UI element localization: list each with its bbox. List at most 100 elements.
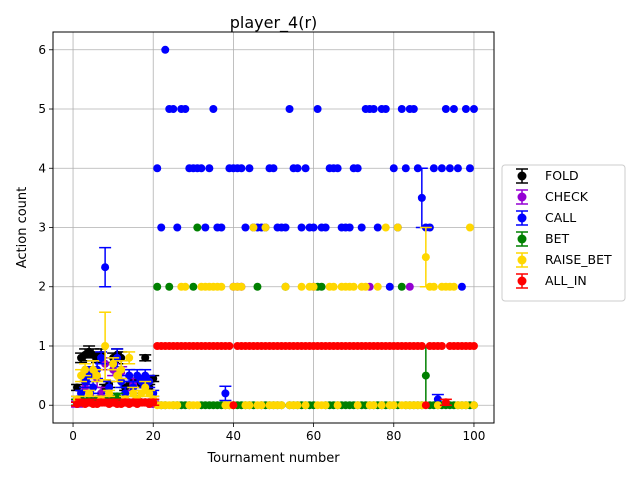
plot-marks	[71, 45, 478, 410]
data-point	[101, 263, 110, 272]
data-point	[281, 282, 290, 291]
legend-entry-bet: BET	[516, 231, 569, 247]
data-point	[141, 383, 150, 392]
legend-entry-call: CALL	[516, 210, 576, 226]
data-point	[437, 164, 446, 173]
data-point	[397, 105, 406, 114]
data-point	[437, 341, 446, 350]
data-point	[421, 401, 430, 410]
data-point	[441, 398, 450, 407]
data-point	[381, 223, 390, 232]
data-point	[261, 223, 270, 232]
data-point	[173, 401, 182, 410]
data-point	[449, 282, 458, 291]
data-point	[357, 223, 366, 232]
data-point	[165, 282, 174, 291]
data-point	[173, 223, 182, 232]
data-point	[73, 383, 82, 392]
data-point	[369, 401, 378, 410]
y-tick-label: 3	[38, 221, 46, 235]
data-point	[105, 383, 114, 392]
data-point	[241, 223, 250, 232]
data-point	[133, 371, 142, 380]
data-point	[141, 371, 150, 380]
data-point	[77, 371, 86, 380]
data-point	[193, 223, 202, 232]
data-point	[421, 371, 430, 380]
data-point	[101, 341, 110, 350]
data-point	[405, 282, 414, 291]
data-point	[421, 253, 430, 262]
legend-marker	[517, 234, 527, 244]
data-point	[277, 401, 286, 410]
y-tick-label: 1	[38, 339, 46, 353]
data-point	[201, 223, 210, 232]
data-point	[321, 223, 330, 232]
data-point	[333, 164, 342, 173]
data-point	[313, 105, 322, 114]
data-point	[433, 401, 442, 410]
axis-ticks: 0 20 40 60 80 100 0 1 2 3 4 5 6	[38, 43, 485, 443]
data-point	[301, 164, 310, 173]
data-point	[441, 105, 450, 114]
legend-box	[501, 164, 626, 302]
data-point	[97, 389, 106, 398]
data-point	[321, 401, 330, 410]
data-point	[113, 371, 122, 380]
data-point	[465, 223, 474, 232]
data-point	[429, 282, 438, 291]
data-point	[181, 105, 190, 114]
data-point	[445, 164, 454, 173]
y-tick-label: 0	[38, 398, 46, 412]
data-point	[433, 395, 442, 404]
data-point	[221, 389, 230, 398]
data-point	[93, 371, 102, 380]
data-point	[429, 164, 438, 173]
y-tick-label: 6	[38, 43, 46, 57]
data-point	[237, 164, 246, 173]
data-point	[197, 164, 206, 173]
data-point	[409, 105, 418, 114]
legend-label: CHECK	[545, 189, 589, 204]
data-point	[85, 389, 94, 398]
data-point	[469, 341, 478, 350]
data-point	[281, 223, 290, 232]
data-point	[285, 105, 294, 114]
legend-marker	[517, 171, 527, 181]
data-point	[161, 45, 170, 54]
data-point	[297, 223, 306, 232]
data-point	[461, 105, 470, 114]
legend-entry-all-in: ALL_IN	[516, 273, 587, 289]
data-point	[97, 353, 106, 362]
legend-label: RAISE_BET	[545, 252, 612, 267]
data-point	[301, 401, 310, 410]
data-point	[109, 359, 118, 368]
data-point	[377, 401, 386, 410]
data-point	[217, 282, 226, 291]
y-axis-label: Action count	[15, 187, 30, 269]
legend-label: BET	[545, 231, 569, 246]
data-point	[229, 401, 238, 410]
data-point	[153, 164, 162, 173]
data-point	[293, 164, 302, 173]
data-point	[129, 389, 138, 398]
data-point	[253, 282, 262, 291]
x-tick-label: 0	[69, 429, 77, 443]
data-point	[309, 223, 318, 232]
y-tick-label: 4	[38, 161, 46, 175]
data-point	[401, 164, 410, 173]
data-point	[217, 223, 226, 232]
data-point	[461, 401, 470, 410]
data-point	[137, 389, 146, 398]
data-point	[125, 353, 134, 362]
data-point	[245, 401, 254, 410]
series-all-in	[71, 341, 478, 410]
legend-label: CALL	[545, 210, 576, 225]
data-point	[145, 389, 154, 398]
data-point	[89, 365, 98, 374]
data-point	[389, 164, 398, 173]
y-tick-label: 2	[38, 280, 46, 294]
y-tick-label: 5	[38, 102, 46, 116]
legend-entry-check: CHECK	[516, 189, 589, 205]
